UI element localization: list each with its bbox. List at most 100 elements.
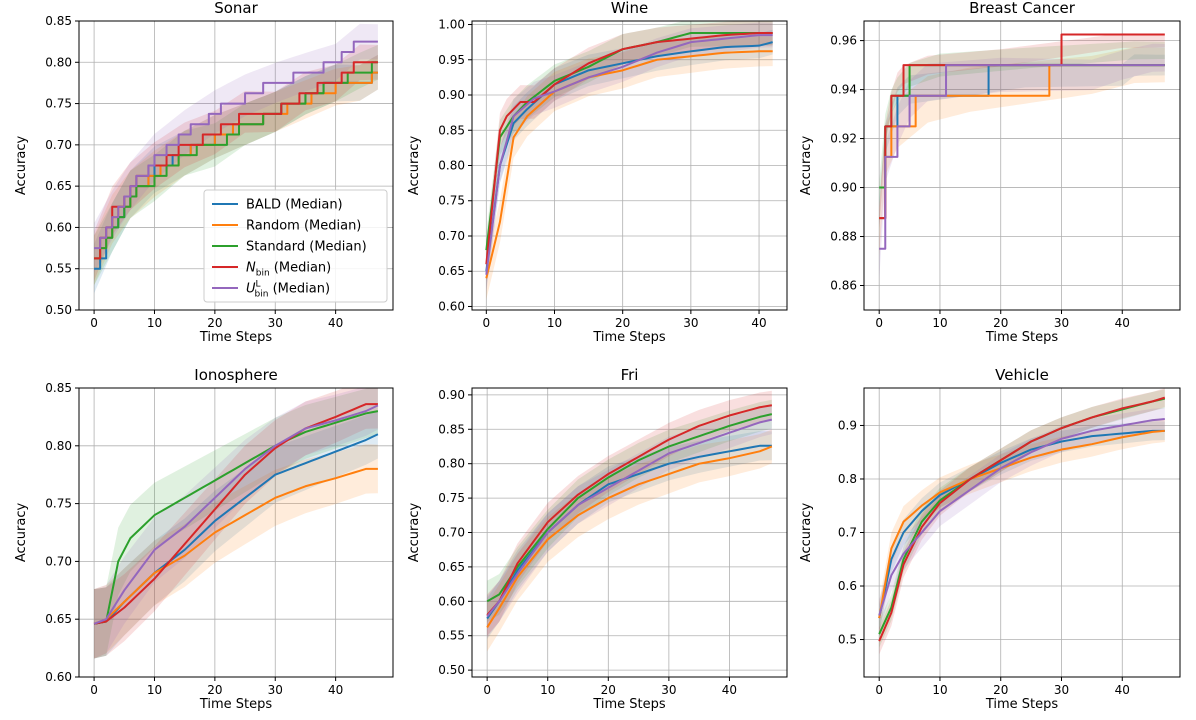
y-tick-label: 0.96 (830, 34, 857, 48)
x-tick-label: 10 (932, 316, 947, 330)
band-standard (879, 41, 1165, 208)
y-tick-label: 0.80 (45, 439, 72, 453)
x-tick-label: 10 (540, 683, 555, 697)
x-tick-label: 0 (875, 683, 883, 697)
plot-area (93, 388, 379, 659)
plot-area (878, 388, 1166, 655)
x-tick-label: 20 (207, 683, 222, 697)
y-tick-label: 0.50 (45, 303, 72, 317)
y-tick-label: 0.65 (438, 560, 465, 574)
x-tick-label: 0 (875, 316, 883, 330)
band-nbin (487, 390, 772, 636)
y-tick-label: 0.6 (838, 579, 857, 593)
x-tick-label: 40 (722, 683, 737, 697)
y-tick-label: 0.80 (45, 55, 72, 69)
series-line-ubin (94, 40, 378, 250)
plot-area (94, 23, 378, 294)
x-tick-label: 0 (483, 683, 491, 697)
y-axis-title: Accuracy (14, 503, 29, 563)
x-axis-title: Time Steps (592, 330, 666, 345)
series-line-random (878, 429, 1165, 619)
y-axis-title: Accuracy (407, 503, 422, 563)
chart-panel-4: 0 10 20 30 40 0.50 0.55 0.60 0.65 0.70 0.75 0.80 0.8… (407, 366, 788, 712)
plot-area (486, 390, 773, 652)
legend-label-bald: BALD (Median) (246, 198, 343, 213)
legend-label-standard: Standard (Median) (246, 240, 367, 255)
band-nbin (94, 388, 378, 659)
band-bald (94, 54, 378, 294)
band-nbin (486, 21, 773, 282)
series-line-nbin (93, 403, 378, 625)
x-tick-label: 30 (268, 683, 283, 697)
x-tick-label: 30 (1054, 316, 1069, 330)
band-standard (94, 388, 378, 659)
y-tick-label: 0.86 (830, 279, 857, 293)
series-line-ubin (879, 64, 1165, 250)
x-tick-label: 30 (661, 683, 676, 697)
x-tick-label: 20 (615, 316, 630, 330)
y-tick-label: 0.85 (45, 14, 72, 28)
band-random (94, 444, 378, 659)
y-tick-label: 0.65 (45, 179, 72, 193)
series-line-standard (93, 410, 379, 625)
band-random (94, 54, 378, 286)
series-line-ubin (93, 404, 379, 625)
panel-title: Ionosphere (194, 366, 277, 384)
band-bald (94, 409, 378, 659)
x-tick-label: 20 (993, 316, 1008, 330)
band-nbin (879, 388, 1165, 655)
series-line-random (485, 50, 773, 279)
x-axis-title: Time Steps (985, 330, 1059, 345)
panel-title: Vehicle (995, 366, 1049, 384)
y-axis-title: Accuracy (14, 136, 29, 196)
y-tick-label: 0.95 (438, 53, 465, 67)
x-tick-label: 0 (90, 683, 98, 697)
x-tick-label: 40 (328, 316, 343, 330)
series-line-ubin (878, 418, 1165, 616)
series-line-ubin (486, 418, 773, 618)
y-tick-label: 0.65 (438, 264, 465, 278)
y-tick-label: 0.75 (45, 497, 72, 511)
y-tick-label: 1.00 (438, 18, 465, 32)
y-axis-title: Accuracy (799, 136, 814, 196)
axes-frame (78, 387, 394, 678)
band-bald (486, 29, 773, 289)
series-line-ubin (485, 34, 773, 275)
y-tick-label: 0.75 (45, 97, 72, 111)
axes-frame (78, 20, 394, 311)
legend-box (203, 189, 388, 303)
y-tick-label: 0.5 (838, 633, 857, 647)
chart-panel-2: 0 10 20 30 40 0.86 0.88 0.90 0.92 0.94 0.96 Breast … (799, 0, 1181, 345)
plot-area (485, 21, 773, 300)
x-axis-title: Time Steps (199, 697, 273, 712)
x-tick-label: 30 (1054, 683, 1069, 697)
legend-label-nbin: Nbin (Median) (246, 261, 331, 279)
x-axis-title: Time Steps (592, 697, 666, 712)
series-line-nbin (485, 31, 773, 265)
x-tick-label: 40 (1115, 316, 1130, 330)
band-random (879, 419, 1165, 635)
y-tick-label: 0.85 (45, 381, 72, 395)
band-random (486, 36, 773, 300)
x-tick-label: 40 (1115, 683, 1130, 697)
y-tick-label: 0.90 (438, 88, 465, 102)
band-bald (879, 421, 1165, 632)
y-tick-label: 0.7 (838, 526, 857, 540)
y-tick-label: 0.9 (838, 418, 857, 432)
x-tick-label: 10 (147, 316, 162, 330)
x-axis-title: Time Steps (199, 330, 273, 345)
y-tick-label: 0.90 (830, 181, 857, 195)
panel-title: Wine (611, 0, 648, 17)
chart-panel-1: 0 10 20 30 40 0.60 0.65 0.70 0.75 0.80 0.85 0.90 0.9… (407, 0, 788, 345)
x-tick-label: 0 (482, 316, 490, 330)
y-tick-label: 0.90 (438, 388, 465, 402)
x-tick-label: 40 (328, 683, 343, 697)
y-tick-label: 0.70 (438, 229, 465, 243)
y-tick-label: 0.70 (45, 554, 72, 568)
y-tick-label: 0.88 (830, 230, 857, 244)
y-tick-label: 0.75 (438, 491, 465, 505)
series-line-random (486, 445, 773, 628)
x-tick-label: 20 (601, 683, 616, 697)
series-line-nbin (486, 404, 773, 616)
